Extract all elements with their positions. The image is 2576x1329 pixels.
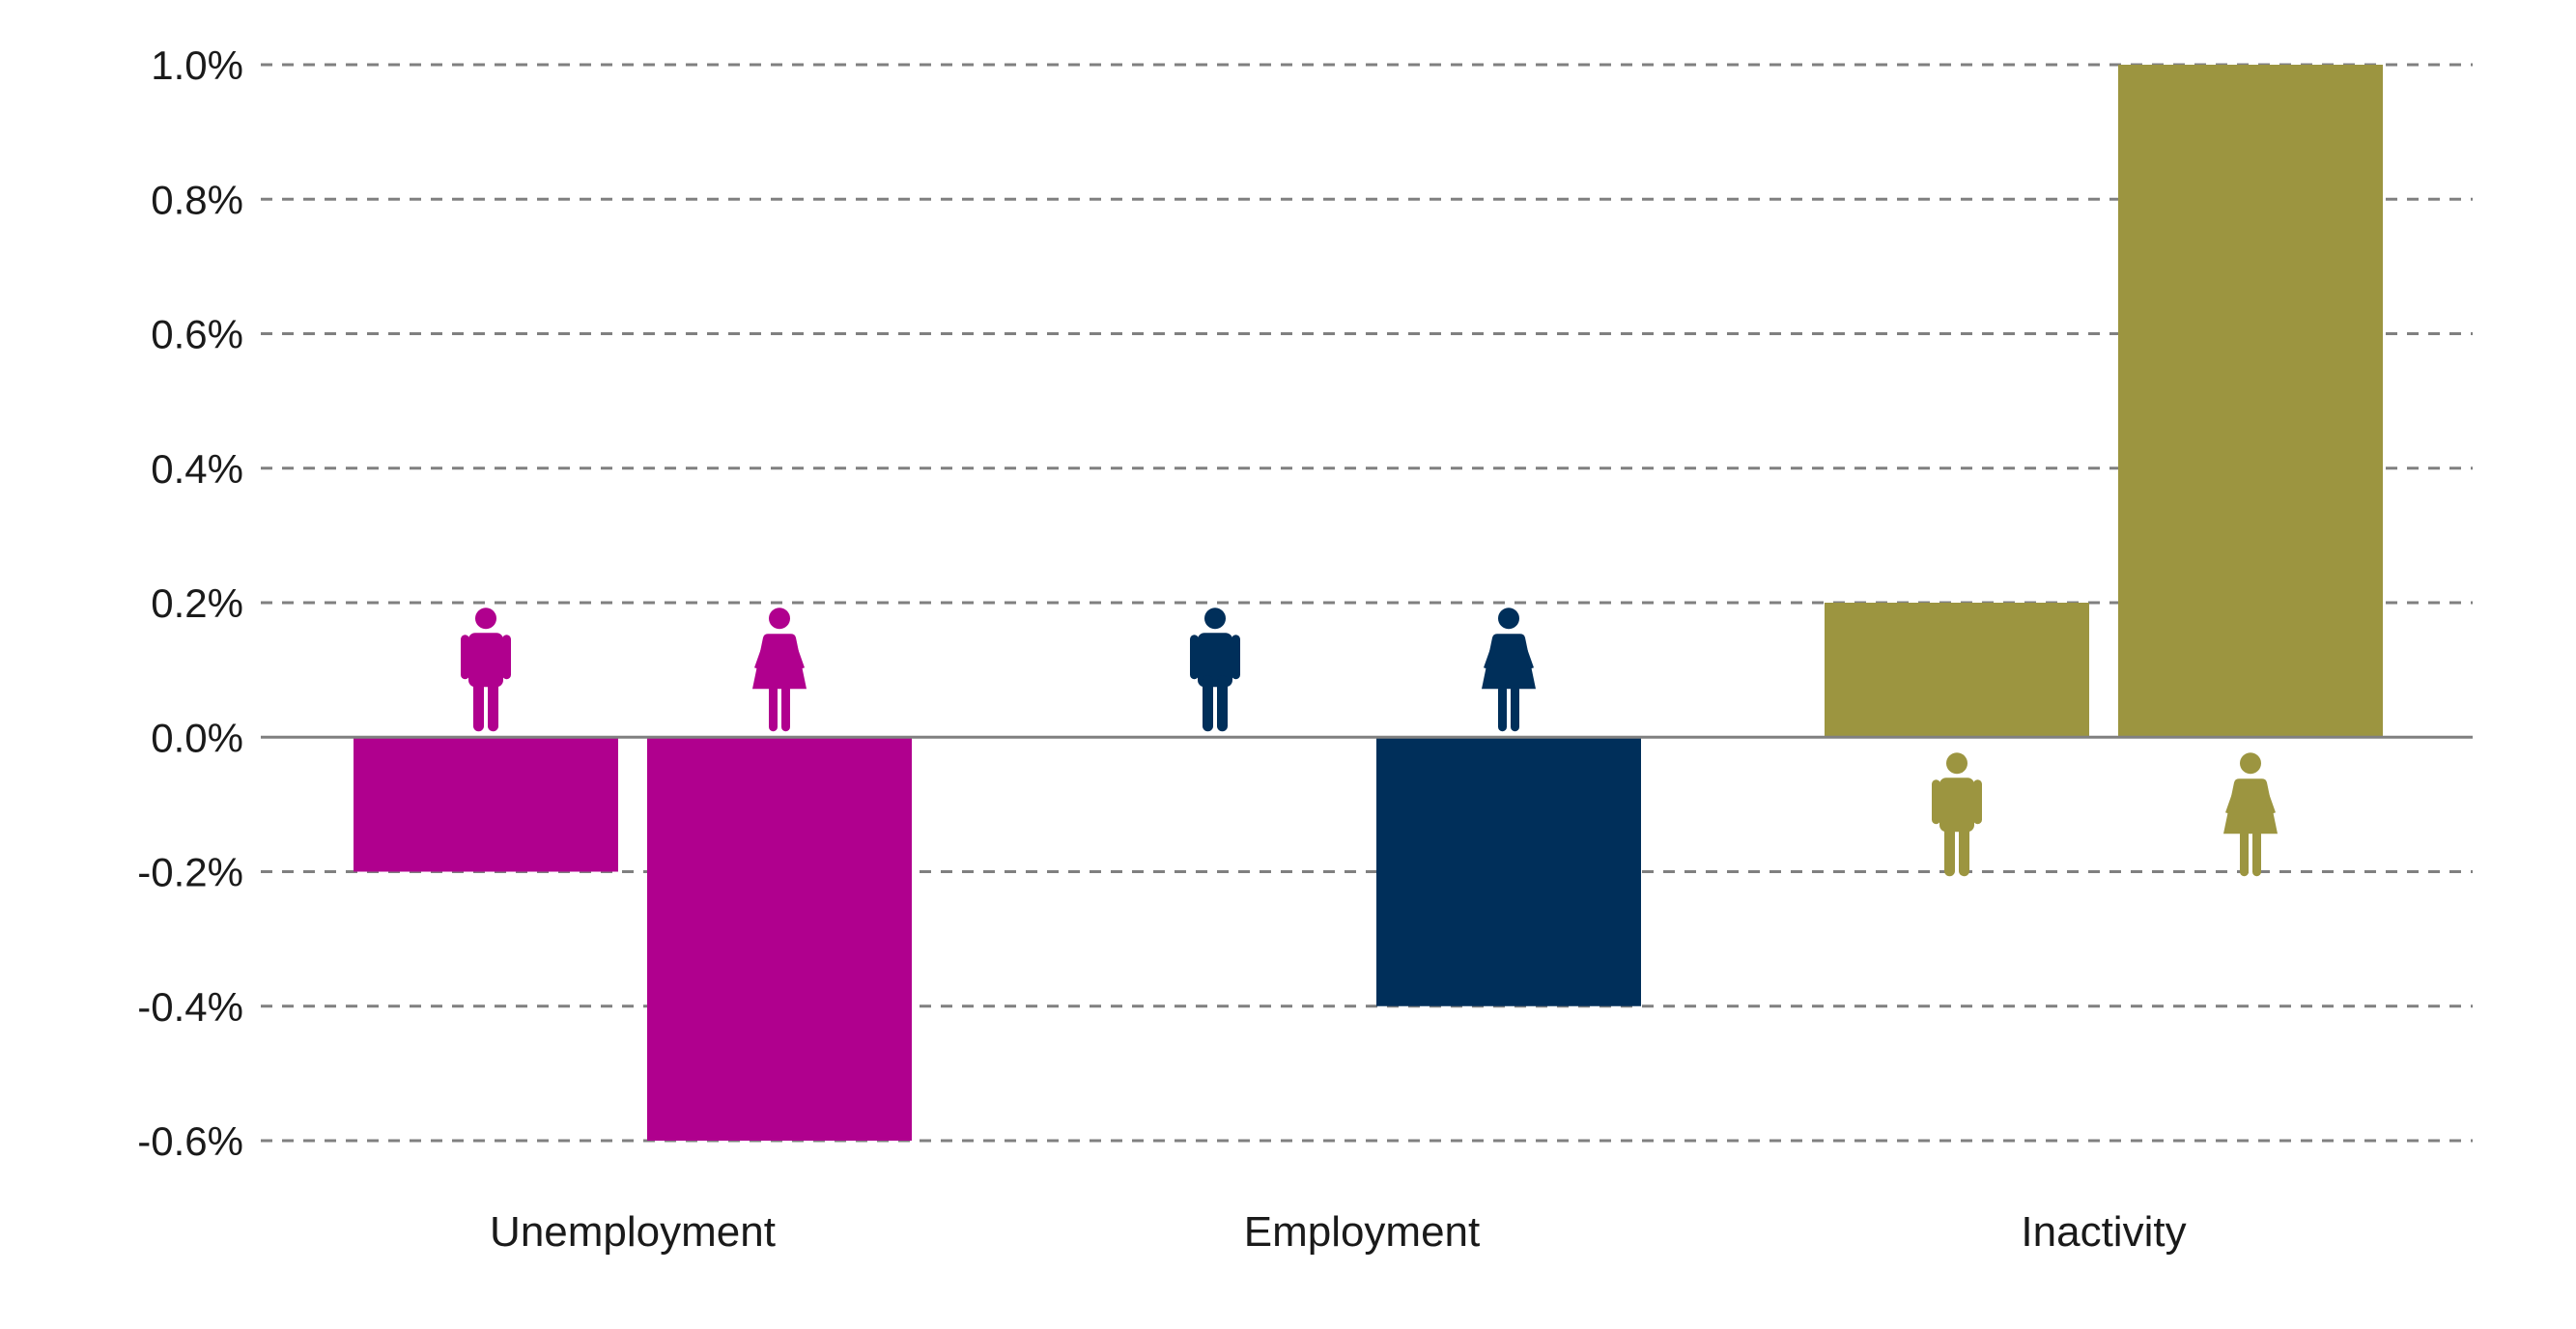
y-tick-label: 0.6% (151, 312, 243, 357)
y-tick-label: -0.4% (137, 984, 243, 1030)
y-tick-label: 0.4% (151, 446, 243, 492)
bar-unemployment-male (354, 737, 618, 872)
bar-inactivity-male (1825, 603, 2089, 738)
category-labels: Unemployment Employment Inactivity (490, 1208, 2187, 1256)
y-tick-label: -0.2% (137, 850, 243, 895)
x-category-label: Unemployment (490, 1208, 776, 1256)
gridlines (261, 63, 2473, 1143)
female-figure-icon (1482, 608, 1536, 732)
y-tick-label: 1.0% (151, 42, 243, 88)
y-tick-label: 0.8% (151, 177, 243, 222)
y-tick-label: 0.0% (151, 715, 243, 760)
y-axis-tick-labels: 1.0% 0.8% 0.6% 0.4% 0.2% 0.0% -0.2% -0.4% -0.6% (137, 42, 243, 1164)
female-figure-icon (2223, 752, 2278, 877)
y-tick-label: 0.2% (151, 580, 243, 626)
x-category-label: Employment (1244, 1208, 1481, 1256)
male-figure-icon (1190, 608, 1240, 732)
gender-icons (461, 608, 2278, 877)
bar-employment-female (1376, 737, 1641, 1006)
bar-inactivity-female (2118, 65, 2383, 738)
x-category-label: Inactivity (2021, 1208, 2186, 1256)
male-figure-icon (1932, 752, 1982, 877)
y-tick-label: -0.6% (137, 1118, 243, 1164)
female-figure-icon (752, 608, 807, 732)
bars (354, 65, 2383, 1141)
bar-unemployment-female (647, 737, 912, 1141)
male-figure-icon (461, 608, 511, 732)
